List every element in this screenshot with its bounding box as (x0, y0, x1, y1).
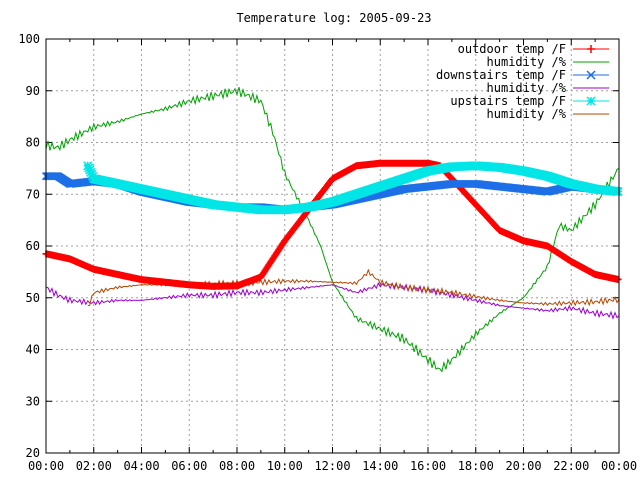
x-tick-label: 08:00 (219, 459, 255, 473)
x-tick-label: 06:00 (171, 459, 207, 473)
x-tick-label: 04:00 (123, 459, 159, 473)
legend-label: downstairs temp /F (436, 68, 566, 82)
y-tick-label: 30 (26, 394, 40, 408)
x-tick-label: 16:00 (410, 459, 446, 473)
x-tick-label: 14:00 (362, 459, 398, 473)
y-tick-label: 90 (26, 84, 40, 98)
series-line (45, 282, 620, 320)
legend-label: humidity /% (487, 81, 567, 95)
series-3 (45, 282, 620, 320)
y-tick-label: 80 (26, 136, 40, 150)
legend-marker (587, 45, 595, 53)
legend-label: humidity /% (487, 107, 567, 121)
y-tick-label: 40 (26, 343, 40, 357)
x-tick-label: 20:00 (505, 459, 541, 473)
y-tick-label: 60 (26, 239, 40, 253)
x-tick-label: 02:00 (76, 459, 112, 473)
x-tick-label: 00:00 (601, 459, 637, 473)
axis-ticks: 20 30 40 50 60 70 80 90 100 00:00 02:00 04:00 06:00 0… (18, 32, 637, 473)
x-tick-label: 12:00 (314, 459, 350, 473)
y-tick-label: 20 (26, 446, 40, 460)
y-tick-label: 70 (26, 187, 40, 201)
series-4 (83, 161, 623, 215)
x-tick-label: 10:00 (267, 459, 303, 473)
legend-marker (586, 96, 596, 106)
plot-border (45, 38, 620, 454)
series-markers (83, 161, 623, 215)
x-tick-label: 18:00 (458, 459, 494, 473)
y-tick-label: 50 (26, 291, 40, 305)
y-tick-label: 100 (18, 32, 40, 46)
legend-label: outdoor temp /F (458, 42, 566, 56)
legend-label: upstairs temp /F (450, 94, 566, 108)
legend-marker (586, 70, 596, 80)
x-tick-label: 22:00 (553, 459, 589, 473)
series-layer (41, 86, 623, 373)
chart-title: Temperature log: 2005-09-23 (236, 11, 431, 25)
legend-label: humidity /% (487, 55, 567, 69)
x-tick-label: 00:00 (28, 459, 64, 473)
grid (46, 39, 619, 453)
